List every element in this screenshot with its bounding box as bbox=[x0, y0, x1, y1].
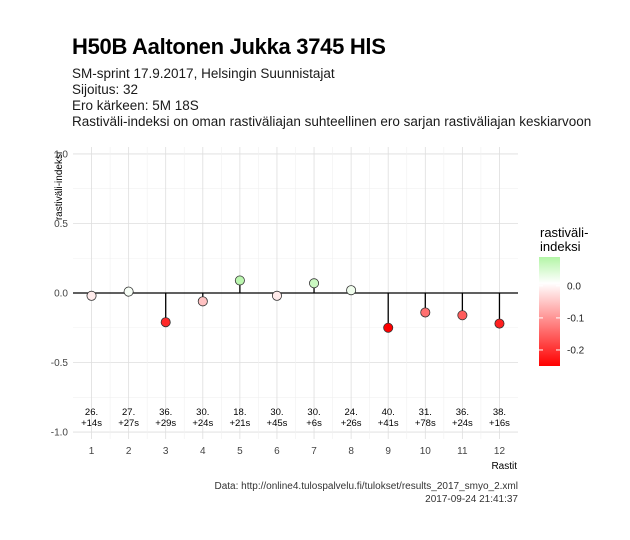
x-tick-label: 9 bbox=[385, 446, 391, 457]
data-point bbox=[346, 285, 357, 296]
data-point bbox=[234, 275, 245, 286]
point-label-rank: 36. bbox=[159, 407, 172, 418]
point-label-rank: 38. bbox=[493, 407, 506, 418]
y-tick-label: 0.0 bbox=[54, 289, 68, 300]
point-label-rank: 27. bbox=[122, 407, 135, 418]
point-label-rank: 40. bbox=[382, 407, 395, 418]
x-tick-label: 3 bbox=[163, 446, 169, 457]
point-label-time: +14s bbox=[81, 418, 102, 429]
y-tick-label: -1.0 bbox=[51, 428, 69, 439]
x-tick-label: 10 bbox=[420, 446, 432, 457]
x-tick-label: 5 bbox=[237, 446, 243, 457]
y-tick-label: 0.5 bbox=[54, 219, 68, 230]
data-point bbox=[420, 307, 431, 318]
legend-colorbar bbox=[539, 257, 560, 366]
data-point bbox=[309, 278, 320, 289]
x-tick-label: 7 bbox=[311, 446, 317, 457]
data-point bbox=[383, 322, 394, 333]
point-label-rank: 31. bbox=[419, 407, 432, 418]
subtitle-description: Rastiväli-indeksi on oman rastiväliajan … bbox=[72, 114, 592, 129]
point-label-time: +16s bbox=[489, 418, 510, 429]
x-tick-label: 6 bbox=[274, 446, 280, 457]
subtitle-competition: SM-sprint 17.9.2017, Helsingin Suunnista… bbox=[72, 66, 335, 81]
subtitle-gap: Ero kärkeen: 5M 18S bbox=[72, 98, 199, 113]
point-label-time: +45s bbox=[267, 418, 288, 429]
data-source: Data: http://online4.tulospalvelu.fi/tul… bbox=[214, 481, 518, 492]
y-axis-label: rastiväli-indeksi bbox=[54, 152, 65, 220]
point-label-time: +24s bbox=[192, 418, 213, 429]
point-label-time: +26s bbox=[341, 418, 362, 429]
point-label-time: +27s bbox=[118, 418, 139, 429]
x-tick-label: 8 bbox=[348, 446, 354, 457]
data-point bbox=[271, 290, 282, 301]
timestamp: 2017-09-24 21:41:37 bbox=[425, 494, 518, 505]
legend-tick-label: 0.0 bbox=[567, 281, 581, 292]
point-label-time: +24s bbox=[452, 418, 473, 429]
chart-title: H50B Aaltonen Jukka 3745 HlS bbox=[72, 34, 386, 59]
x-tick-label: 2 bbox=[126, 446, 132, 457]
x-tick-label: 1 bbox=[89, 446, 95, 457]
chart-marks bbox=[73, 275, 518, 333]
data-point bbox=[123, 286, 134, 297]
legend-ticks: 0.0 -0.1 -0.2 bbox=[539, 281, 585, 356]
point-label-rank: 30. bbox=[196, 407, 209, 418]
point-label-time: +78s bbox=[415, 418, 436, 429]
legend-title: rastiväli- indeksi bbox=[540, 225, 589, 254]
data-point bbox=[494, 318, 505, 329]
point-label-rank: 24. bbox=[345, 407, 358, 418]
point-labels: 26.+14s27.+27s36.+29s30.+24s18.+21s30.+4… bbox=[81, 407, 510, 429]
data-point bbox=[86, 290, 97, 301]
x-tick-label: 4 bbox=[200, 446, 206, 457]
point-label-time: +41s bbox=[378, 418, 399, 429]
point-label-time: +6s bbox=[306, 418, 322, 429]
subtitle-placement: Sijoitus: 32 bbox=[72, 82, 139, 97]
x-tick-label: 12 bbox=[494, 446, 506, 457]
legend-tick-label: -0.2 bbox=[567, 345, 585, 356]
axes: 1.00.50.0-0.5-1.01 2 3 4 5 6 7 8 9 10 11 12 bbox=[51, 149, 506, 457]
point-label-time: +21s bbox=[229, 418, 250, 429]
x-axis-label: Rastit bbox=[491, 461, 517, 472]
x-tick-label: 11 bbox=[457, 446, 468, 457]
point-label-rank: 26. bbox=[85, 407, 98, 418]
data-point bbox=[160, 317, 171, 328]
legend-tick-label: -0.1 bbox=[567, 313, 585, 324]
y-tick-label: -0.5 bbox=[51, 358, 69, 369]
data-point bbox=[197, 296, 208, 307]
data-point bbox=[457, 310, 468, 321]
point-label-rank: 30. bbox=[270, 407, 283, 418]
point-label-rank: 18. bbox=[233, 407, 246, 418]
y-tick-label: 1.0 bbox=[54, 149, 68, 160]
point-label-rank: 36. bbox=[456, 407, 469, 418]
grid-lines bbox=[73, 147, 518, 439]
point-label-time: +29s bbox=[155, 418, 176, 429]
point-label-rank: 30. bbox=[307, 407, 320, 418]
